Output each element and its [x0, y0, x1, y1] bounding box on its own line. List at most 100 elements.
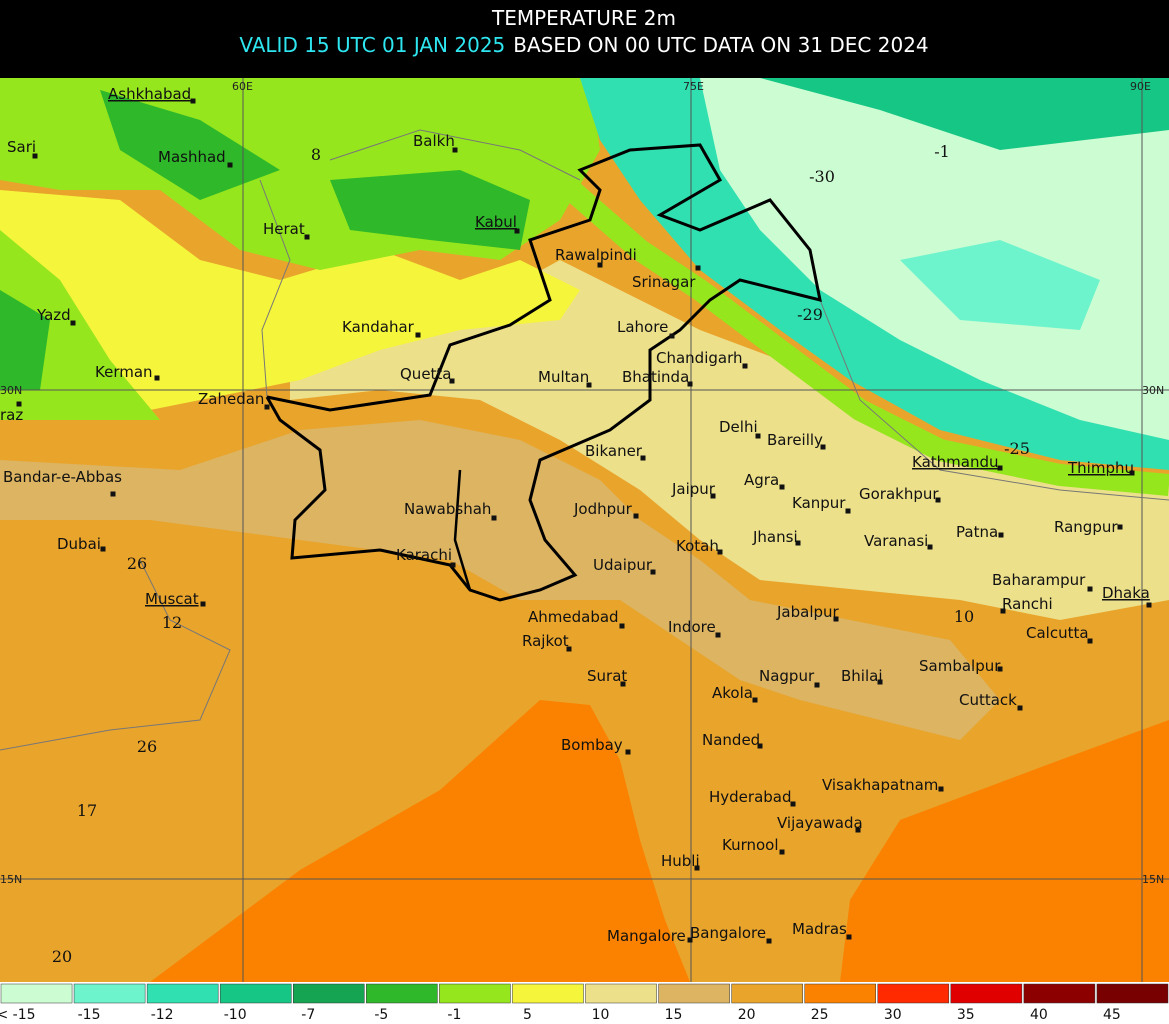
place-dot: [1087, 586, 1093, 592]
place-dot: [687, 381, 693, 387]
legend-label: -7: [301, 1007, 315, 1023]
place-label: Mangalore: [607, 927, 686, 945]
field-minus1: [552, 171, 1169, 496]
place-label: Calcutta: [1026, 624, 1089, 642]
legend-swatch: [1096, 983, 1169, 1004]
legend-swatch: [73, 983, 146, 1004]
place-dot: [742, 363, 748, 369]
map-value: -1: [934, 142, 950, 161]
legend-label: 45: [1103, 1007, 1121, 1023]
legend-swatch: [950, 983, 1023, 1004]
legend-label: -12: [151, 1007, 174, 1023]
place-label: Delhi: [719, 418, 758, 436]
place-dot: [110, 491, 116, 497]
place-dot: [790, 801, 796, 807]
place-dot: [814, 682, 820, 688]
place-label: Nawabshah: [404, 500, 491, 518]
place-dot: [779, 849, 785, 855]
map: [0, 78, 1169, 982]
place-dot: [650, 569, 656, 575]
place-dot: [694, 865, 700, 871]
legend-swatch: [804, 983, 876, 1004]
legend-label: -5: [374, 1007, 388, 1023]
place-dot: [833, 616, 839, 622]
place-dot: [633, 513, 639, 519]
legend-swatch: [585, 983, 657, 1004]
subtitle: VALID 15 UTC 01 JAN 2025 BASED ON 00 UTC …: [239, 33, 928, 57]
place-label: Kabul: [475, 213, 517, 231]
place-dot: [100, 546, 106, 552]
legend-swatch: [658, 983, 730, 1004]
legend-label: 25: [811, 1007, 829, 1023]
border: [259, 179, 291, 398]
place-dot: [619, 623, 625, 629]
legend-swatch: [877, 983, 950, 1004]
place-dot: [32, 153, 38, 159]
place-label: Madras: [792, 920, 847, 938]
place-label: Quetta: [400, 365, 452, 383]
place-label: Indore: [668, 618, 716, 636]
place-label: Nanded: [702, 731, 760, 749]
place-label: Dhaka: [1102, 584, 1150, 602]
place-label: Jhansi: [752, 528, 798, 546]
map-labels: 60E 75E 90E 30N 30N 15N 15N Ashkhabad Sari Mashha…: [0, 80, 1164, 966]
grid-label: 30N: [1142, 384, 1164, 397]
map-value: 17: [77, 801, 97, 820]
place-dot: [855, 827, 861, 833]
place-label: Udaipur: [593, 556, 653, 574]
place-label: Rawalpindi: [555, 246, 637, 264]
place-label: Herat: [263, 220, 305, 238]
place-label: Baharampur: [992, 571, 1086, 589]
place-dot: [491, 515, 497, 521]
legend-label: 5: [523, 1007, 532, 1023]
place-dot: [927, 544, 933, 550]
place-label: Gorakhpur: [859, 485, 939, 503]
place-dot: [566, 646, 572, 652]
field-10: [290, 260, 1169, 620]
field-25: [840, 720, 1169, 982]
place-dot: [449, 378, 455, 384]
place-dot: [264, 404, 270, 410]
place-label: Cuttack: [959, 691, 1017, 709]
field-15: [0, 420, 1000, 740]
map-value: -30: [809, 167, 835, 186]
place-dot: [620, 681, 626, 687]
place-dot: [997, 666, 1003, 672]
map-value: 20: [52, 947, 72, 966]
place-label: Ahmedabad: [528, 608, 619, 626]
field-5: [0, 190, 580, 420]
place-dot: [1017, 705, 1023, 711]
title: TEMPERATURE 2m: [491, 6, 676, 30]
place-dot: [227, 162, 233, 168]
legend-swatch: [439, 983, 511, 1004]
grid-label: 90E: [1130, 80, 1151, 93]
map-value: -29: [797, 305, 823, 324]
place-dot: [715, 632, 721, 638]
place-dot: [640, 455, 646, 461]
place-dot: [820, 444, 826, 450]
place-dot: [717, 549, 723, 555]
place-dot: [1146, 602, 1152, 608]
place-label: Kathmandu: [912, 453, 999, 471]
borders: [0, 129, 1169, 751]
place-label: Rajkot: [522, 632, 569, 650]
place-dot: [938, 786, 944, 792]
place-label: Patna: [956, 523, 998, 541]
country-border: [453, 469, 501, 602]
grid-label: 15N: [0, 873, 22, 886]
place-label: Bandar-e-Abbas: [3, 468, 122, 486]
place-label: Jabalpur: [776, 603, 840, 621]
place-label: Srinagar: [632, 273, 696, 291]
place-label: Karachi: [396, 546, 452, 564]
place-label: Mashhad: [158, 148, 226, 166]
field-25: [150, 700, 690, 982]
place-dot: [935, 497, 941, 503]
place-label: Chandigarh: [656, 349, 743, 367]
legend-label: -15: [78, 1007, 101, 1023]
place-dot: [200, 601, 206, 607]
map-value: 10: [954, 607, 974, 626]
place-dot: [190, 98, 196, 104]
place-dot: [757, 743, 763, 749]
place-label: Jaipur: [671, 480, 716, 498]
place-dot: [452, 147, 458, 153]
